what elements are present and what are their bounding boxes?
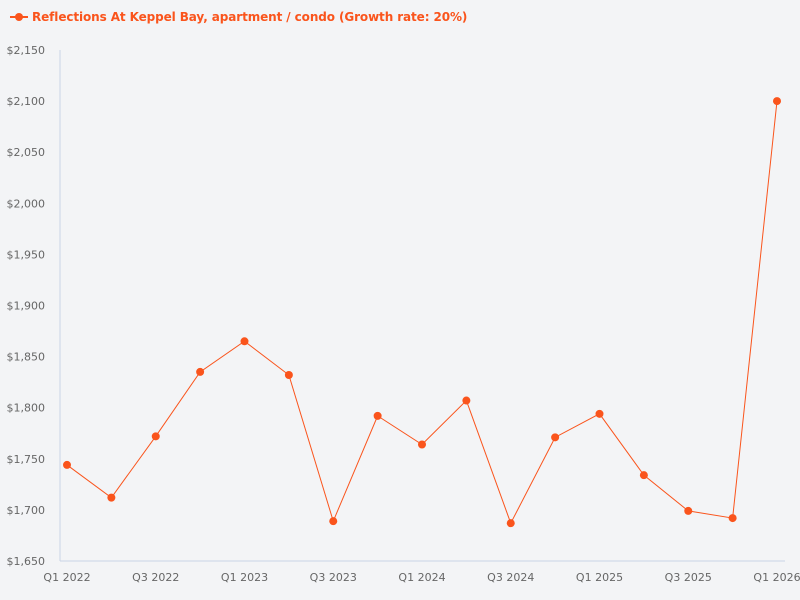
y-tick-label: $1,950 [7, 248, 46, 261]
x-tick-label: Q1 2023 [221, 571, 268, 584]
data-point[interactable] [506, 519, 515, 528]
y-tick-label: $1,750 [7, 453, 46, 466]
y-tick-label: $2,000 [7, 197, 46, 210]
legend-line-marker-icon [10, 13, 28, 21]
legend-item[interactable]: Reflections At Keppel Bay, apartment / c… [10, 8, 467, 26]
data-point[interactable] [684, 506, 693, 515]
y-tick-label: $2,150 [7, 44, 46, 57]
data-point[interactable] [329, 517, 338, 526]
x-tick-label: Q1 2026 [753, 571, 800, 584]
legend-label: Reflections At Keppel Bay, apartment / c… [32, 10, 468, 24]
y-tick-label: $2,100 [7, 95, 46, 108]
data-point[interactable] [639, 471, 648, 480]
data-point[interactable] [551, 433, 560, 442]
data-point[interactable] [240, 337, 249, 346]
data-point[interactable] [773, 97, 781, 106]
data-point[interactable] [151, 432, 160, 441]
data-point[interactable] [418, 440, 426, 449]
data-point[interactable] [462, 396, 471, 405]
data-point[interactable] [63, 460, 71, 469]
y-tick-label: $1,900 [7, 300, 46, 313]
x-tick-label: Q1 2024 [398, 571, 445, 584]
data-point[interactable] [107, 493, 116, 502]
data-point[interactable] [284, 370, 293, 379]
x-tick-label: Q1 2022 [43, 571, 90, 584]
x-tick-label: Q3 2022 [132, 571, 179, 584]
y-tick-label: $2,050 [7, 146, 46, 159]
plot-area [63, 97, 781, 528]
data-point[interactable] [373, 411, 382, 420]
y-tick-label: $1,650 [7, 555, 46, 568]
x-tick-label: Q3 2023 [310, 571, 357, 584]
series-line [66, 101, 778, 525]
x-tick-label: Q3 2024 [487, 571, 534, 584]
x-tick-label: Q3 2025 [665, 571, 712, 584]
y-tick-label: $1,800 [7, 402, 46, 415]
y-tick-label: $1,700 [7, 504, 46, 517]
data-point[interactable] [728, 514, 737, 523]
data-point[interactable] [595, 409, 604, 418]
x-axis: Q1 2022 Q3 2022 Q1 2023 Q3 2023 Q1 2024 Q3 20… [43, 560, 800, 584]
x-tick-label: Q1 2025 [576, 571, 623, 584]
data-point[interactable] [196, 367, 205, 376]
y-tick-label: $1,850 [7, 351, 46, 364]
y-axis: $1,650 $1,700 $1,750 $1,800 $1,850 $1,900 $1,9… [7, 44, 61, 568]
